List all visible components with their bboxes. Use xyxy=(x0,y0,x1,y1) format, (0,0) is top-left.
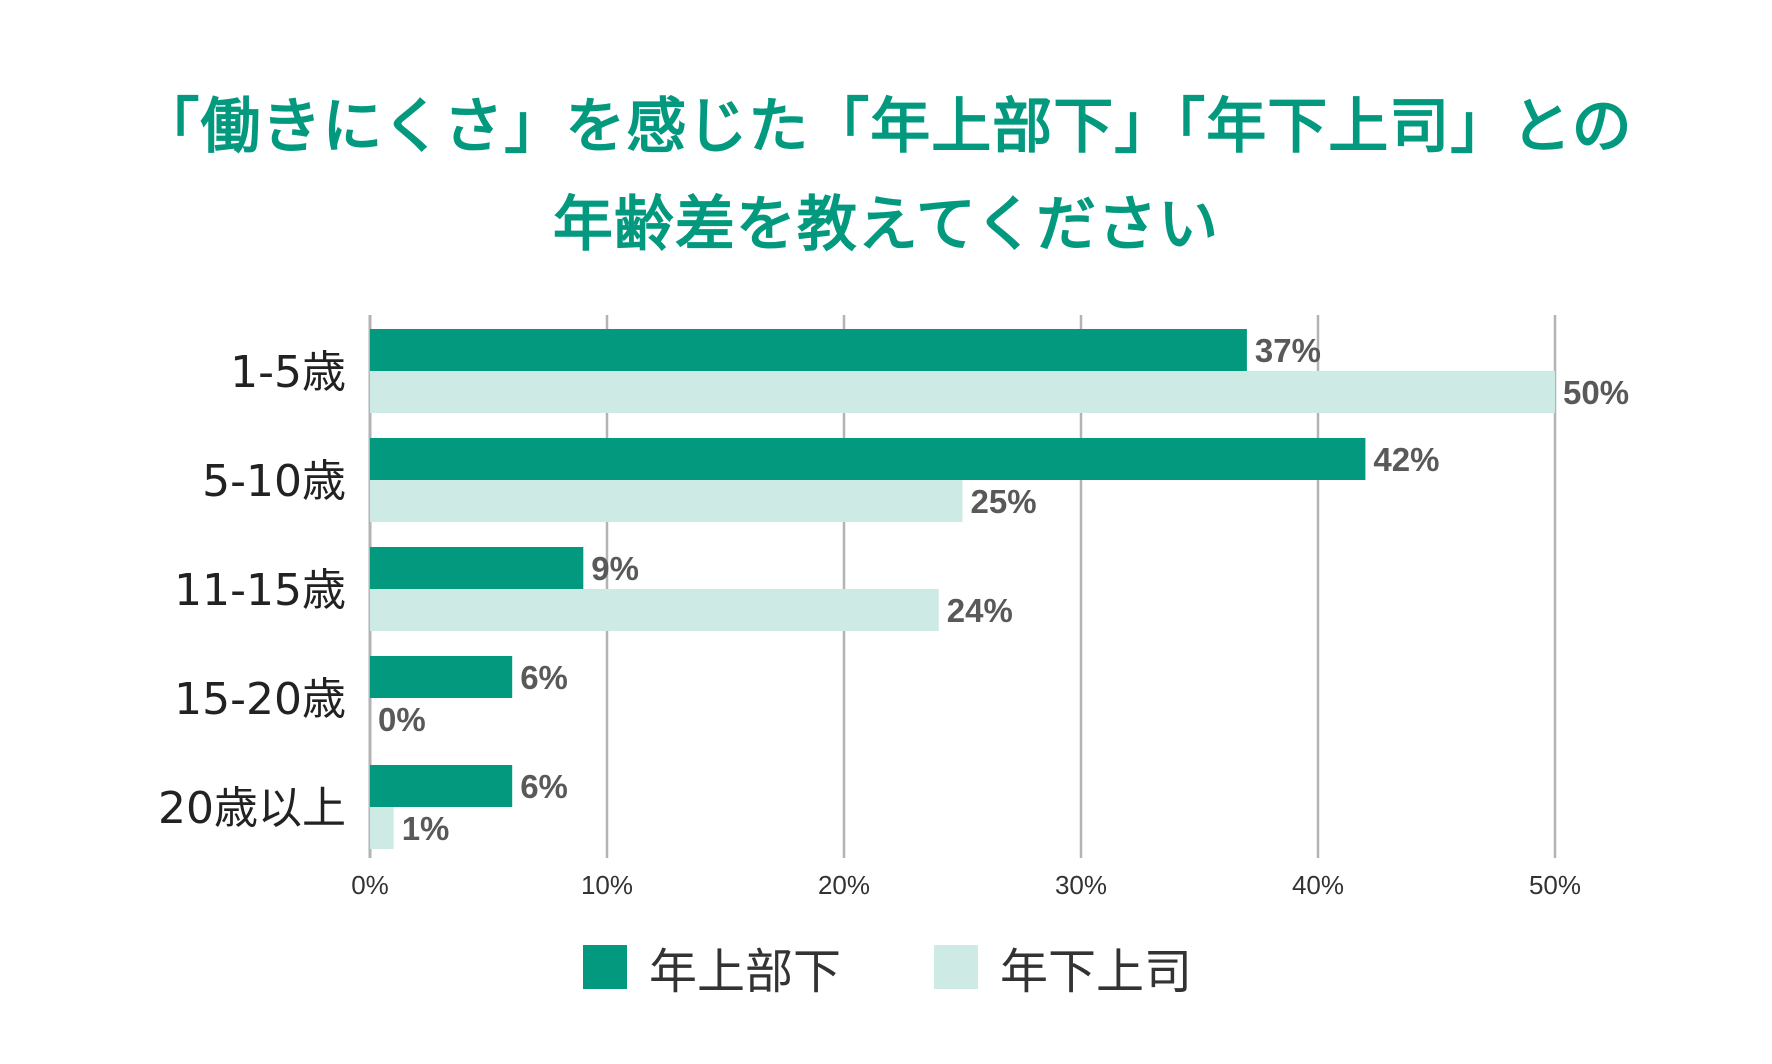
legend-swatch-series1 xyxy=(583,945,627,989)
chart-title-line2: 年齢差を教えてください xyxy=(552,190,1220,260)
data-label: 0% xyxy=(378,701,426,738)
bar-series1 xyxy=(370,438,1366,480)
bar-series1 xyxy=(370,329,1247,371)
legend-swatch-series2 xyxy=(934,945,978,989)
data-label: 9% xyxy=(591,550,639,587)
x-tick-label: 30% xyxy=(1055,870,1107,900)
x-tick-label: 20% xyxy=(818,870,870,900)
x-tick-label: 0% xyxy=(351,870,389,900)
data-label: 1% xyxy=(402,810,450,847)
data-label: 6% xyxy=(520,768,568,805)
category-label: 20歳以上 xyxy=(158,783,346,834)
x-tick-label: 50% xyxy=(1529,870,1581,900)
x-tick-label: 10% xyxy=(581,870,633,900)
bar-series1 xyxy=(370,547,584,589)
data-label: 25% xyxy=(971,483,1037,520)
bar-series2 xyxy=(370,480,963,522)
chart-title-line1: 「働きにくさ」を感じた「年上部下」「年下上司」との xyxy=(139,92,1633,162)
data-label: 6% xyxy=(520,659,568,696)
data-label: 50% xyxy=(1563,374,1629,411)
bar-series1 xyxy=(370,656,513,698)
legend-item-series2: 年下上司 xyxy=(934,942,1192,1000)
bar-series2 xyxy=(370,371,1555,413)
category-label: 15-20歳 xyxy=(174,674,346,725)
data-label: 37% xyxy=(1255,332,1321,369)
x-tick-label: 40% xyxy=(1292,870,1344,900)
data-label: 24% xyxy=(947,592,1013,629)
category-label: 5-10歳 xyxy=(202,456,346,507)
bar-series1 xyxy=(370,765,513,807)
bar-series2 xyxy=(370,589,939,631)
category-label: 1-5歳 xyxy=(230,347,346,398)
category-label: 11-15歳 xyxy=(174,565,346,616)
data-label: 42% xyxy=(1373,441,1439,478)
bar-series2 xyxy=(370,807,394,849)
legend-item-series1: 年上部下 xyxy=(583,942,841,1000)
legend-label-series1: 年上部下 xyxy=(649,944,842,1000)
legend-label-series2: 年下上司 xyxy=(1000,944,1193,1000)
